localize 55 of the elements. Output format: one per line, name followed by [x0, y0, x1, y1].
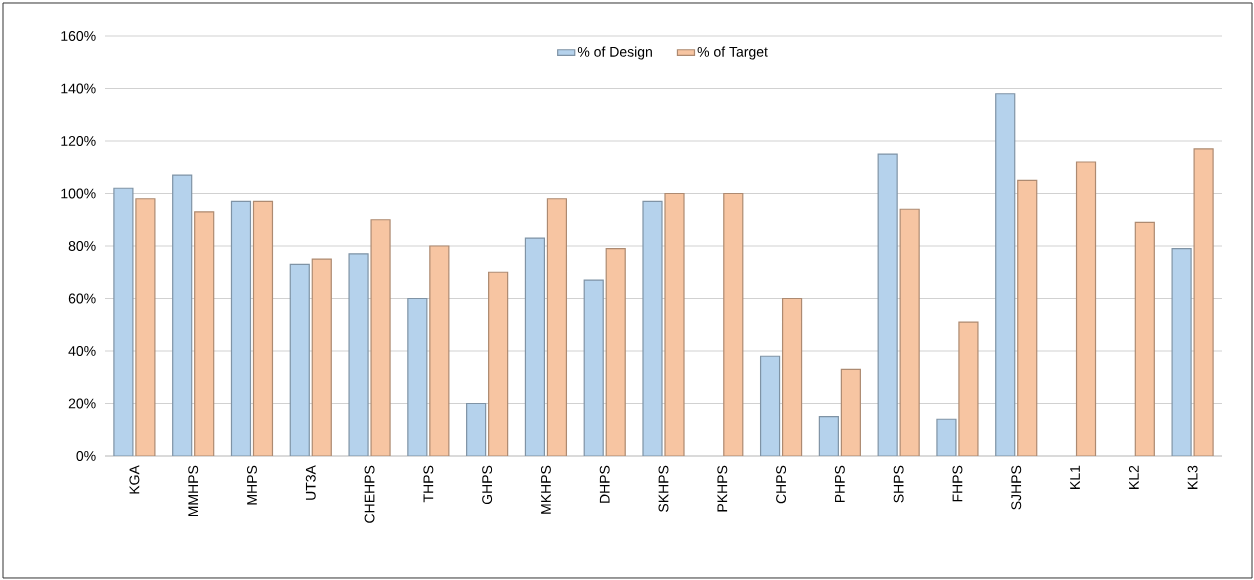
- y-tick-label: 160%: [61, 31, 96, 41]
- bar: [723, 192, 744, 456]
- bar: [311, 258, 332, 456]
- bar: [583, 279, 604, 456]
- bar: [429, 245, 450, 456]
- bar: [781, 297, 803, 456]
- y-tick-label: 40%: [68, 346, 96, 356]
- bar: [818, 416, 839, 456]
- x-tick-label: KL1: [1070, 465, 1080, 489]
- x-tick-label: GHPS: [482, 465, 493, 505]
- x-tick-label: PHPS: [834, 465, 845, 503]
- bar: [899, 208, 920, 456]
- bar: [877, 153, 898, 456]
- bar: [466, 402, 487, 456]
- y-tick-label: 0%: [76, 451, 96, 461]
- y-tick-label: 100%: [61, 188, 96, 199]
- x-tick-label: MMHPS: [188, 465, 199, 517]
- y-tick-label: 20%: [68, 398, 96, 409]
- bar: [1134, 221, 1155, 456]
- bar: [995, 93, 1016, 456]
- x-tick-label: FHPS: [952, 465, 963, 502]
- bar: [1017, 179, 1038, 456]
- bar: [289, 263, 310, 456]
- bar: [524, 237, 546, 456]
- x-tick-label: MHPS: [247, 465, 257, 505]
- bar: [759, 355, 781, 456]
- bar: [546, 198, 568, 456]
- legend-label: % of Target: [697, 46, 768, 60]
- bar: [1075, 161, 1097, 456]
- bar: [252, 200, 274, 456]
- x-tick-label: CHPS: [776, 465, 787, 504]
- bar: [172, 174, 193, 456]
- x-tick-label: KL3: [1187, 465, 1198, 489]
- x-tick-label: SJHPS: [1011, 465, 1022, 510]
- x-tick-label: KL2: [1128, 465, 1139, 489]
- legend-label: % of Design: [577, 46, 652, 60]
- x-tick-label: KGA: [129, 465, 140, 494]
- bar: [605, 248, 626, 456]
- bar: [488, 271, 509, 456]
- bar: [840, 368, 861, 456]
- x-tick-label: UT3A: [305, 465, 316, 500]
- x-tick-label: DHPS: [599, 465, 610, 503]
- x-tick-label: SKHPS: [658, 465, 669, 512]
- bar: [407, 297, 428, 456]
- y-tick-label: 60%: [68, 293, 96, 304]
- y-tick-label: 80%: [68, 241, 96, 251]
- y-tick-label: 120%: [61, 136, 96, 146]
- x-tick-label: CHEHPS: [364, 465, 375, 523]
- x-tick-label: PKHPS: [717, 465, 728, 512]
- bar: [230, 200, 252, 456]
- x-tick-label: THPS: [423, 465, 434, 503]
- bar: [194, 211, 215, 456]
- x-tick-label: MKHPS: [540, 465, 551, 514]
- y-tick-label: 140%: [61, 83, 96, 94]
- x-tick-label: SHPS: [893, 465, 904, 503]
